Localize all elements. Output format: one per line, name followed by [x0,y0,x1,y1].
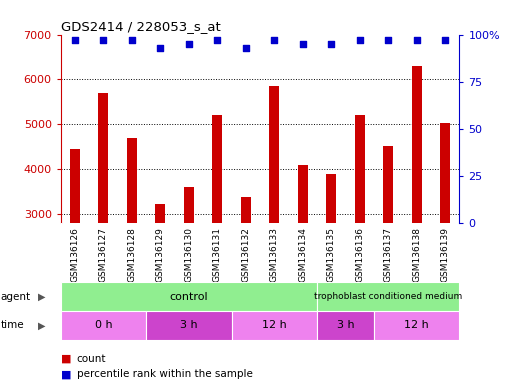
Text: GSM136126: GSM136126 [70,227,79,282]
Text: GSM136129: GSM136129 [156,227,165,282]
Text: ■: ■ [61,369,71,379]
Bar [298,166,308,348]
Text: time: time [1,320,24,331]
Point [242,45,250,51]
Point [270,37,278,43]
Point [128,37,136,43]
Text: GSM136130: GSM136130 [184,227,193,283]
Point [298,41,307,47]
Text: GSM136137: GSM136137 [384,227,393,283]
Text: GSM136139: GSM136139 [441,227,450,283]
Bar [355,115,365,348]
Text: trophoblast conditioned medium: trophoblast conditioned medium [314,292,463,301]
Bar [212,115,222,348]
Text: agent: agent [1,291,31,302]
Text: GSM136131: GSM136131 [213,227,222,283]
Text: control: control [169,291,208,302]
Bar [232,311,317,340]
Text: 3 h: 3 h [337,320,354,331]
Text: GSM136135: GSM136135 [327,227,336,283]
Bar [127,139,137,348]
Point [185,41,193,47]
Bar [374,311,459,340]
Bar [61,311,146,340]
Point [327,41,335,47]
Bar [383,146,393,348]
Text: GSM136132: GSM136132 [241,227,250,282]
Text: ▶: ▶ [38,291,45,302]
Point [355,37,364,43]
Point [412,37,421,43]
Point [71,37,79,43]
Bar [70,149,80,348]
Bar [412,66,422,348]
Text: percentile rank within the sample: percentile rank within the sample [77,369,252,379]
Text: GSM136128: GSM136128 [127,227,136,282]
Text: GSM136138: GSM136138 [412,227,421,283]
Bar [269,86,279,348]
Point [99,37,108,43]
Bar [317,282,459,311]
Bar [61,282,317,311]
Bar [440,123,450,348]
Bar [326,174,336,348]
Point [213,37,222,43]
Text: GSM136136: GSM136136 [355,227,364,283]
Text: 12 h: 12 h [262,320,287,331]
Point [384,37,392,43]
Text: GSM136127: GSM136127 [99,227,108,282]
Bar [155,204,165,348]
Text: ▶: ▶ [38,320,45,331]
Bar [241,197,251,348]
Point [441,37,449,43]
Bar [317,311,374,340]
Text: GSM136133: GSM136133 [270,227,279,283]
Text: 3 h: 3 h [180,320,197,331]
Text: GDS2414 / 228053_s_at: GDS2414 / 228053_s_at [61,20,221,33]
Point [156,45,165,51]
Bar [184,187,194,348]
Text: ■: ■ [61,354,71,364]
Text: 0 h: 0 h [95,320,112,331]
Text: 12 h: 12 h [404,320,429,331]
Text: count: count [77,354,106,364]
Text: GSM136134: GSM136134 [298,227,307,282]
Bar [98,93,108,348]
Bar [146,311,232,340]
